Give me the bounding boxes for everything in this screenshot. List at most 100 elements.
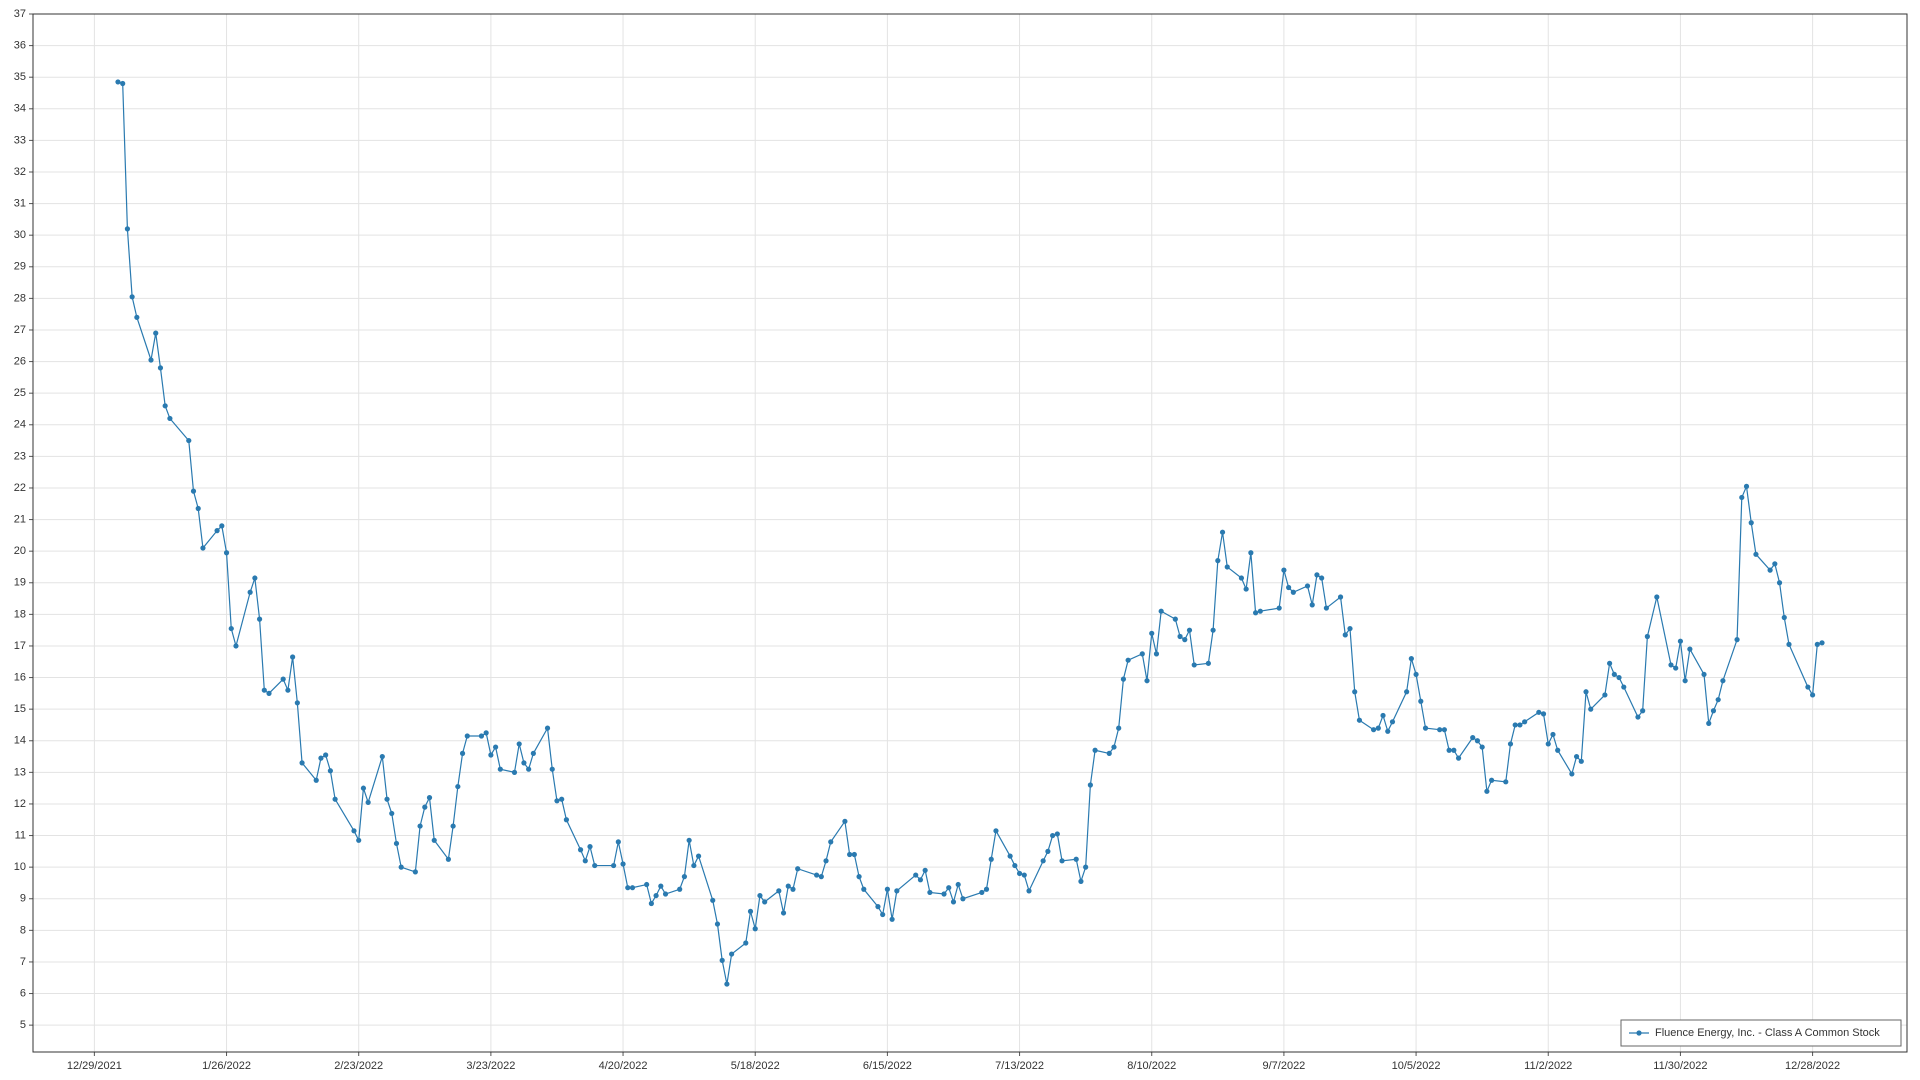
data-point <box>1078 878 1084 884</box>
data-point <box>455 783 461 790</box>
data-point <box>256 616 263 622</box>
data-point <box>1819 640 1825 646</box>
data-point <box>1545 741 1551 747</box>
data-point <box>1710 708 1717 714</box>
data-point <box>686 837 692 843</box>
y-tick-label: 17 <box>14 640 26 652</box>
data-point <box>795 866 801 872</box>
data-point <box>662 891 669 897</box>
data-point <box>1522 719 1528 725</box>
y-tick-label: 33 <box>14 134 26 146</box>
data-point <box>752 926 758 932</box>
data-point <box>1092 747 1098 753</box>
data-point <box>1286 584 1292 591</box>
data-point <box>1451 747 1457 753</box>
data-point <box>1507 741 1514 747</box>
data-point <box>710 897 716 903</box>
y-tick-label: 37 <box>14 8 26 20</box>
data-point <box>327 768 333 774</box>
y-tick-label: 13 <box>14 766 26 778</box>
x-tick-label: 10/5/2022 <box>1392 1060 1441 1072</box>
y-tick-label: 20 <box>14 545 26 557</box>
data-point <box>360 785 367 791</box>
data-point <box>478 733 485 739</box>
data-point <box>1385 728 1391 734</box>
x-tick-label: 8/10/2022 <box>1127 1060 1176 1072</box>
data-point <box>219 523 225 529</box>
data-point <box>1470 734 1476 741</box>
data-point <box>431 837 437 843</box>
data-point <box>1352 689 1358 695</box>
data-point <box>1540 711 1547 717</box>
y-tick-label: 26 <box>14 355 26 367</box>
x-tick-label: 2/23/2022 <box>334 1060 383 1072</box>
data-point <box>195 505 201 512</box>
data-point <box>1342 632 1348 638</box>
data-point <box>1210 627 1216 633</box>
data-point <box>790 886 796 892</box>
x-tick-label: 12/28/2022 <box>1785 1060 1840 1072</box>
data-point <box>629 885 636 891</box>
data-point <box>1474 738 1481 744</box>
data-point <box>1489 777 1495 783</box>
data-point <box>1125 657 1131 663</box>
data-point <box>153 330 159 336</box>
data-point <box>1503 779 1509 785</box>
y-tick-label: 10 <box>14 861 26 873</box>
data-point <box>1309 602 1315 608</box>
data-point <box>120 80 126 87</box>
data-point <box>559 796 565 802</box>
data-point <box>950 899 957 905</box>
data-point <box>1748 520 1754 526</box>
data-point <box>1182 637 1188 643</box>
data-point <box>266 690 272 696</box>
data-point <box>847 851 853 858</box>
legend-box <box>1620 1019 1902 1047</box>
data-point <box>389 810 395 817</box>
data-point <box>917 877 924 883</box>
data-point <box>1012 862 1018 869</box>
x-tick-label: 6/15/2022 <box>863 1060 912 1072</box>
data-point <box>1484 788 1490 794</box>
data-point <box>393 840 400 847</box>
data-point <box>445 856 451 862</box>
y-tick-label: 27 <box>14 324 26 336</box>
data-point <box>252 575 258 581</box>
data-point <box>1588 706 1594 712</box>
data-point <box>115 79 121 85</box>
data-point <box>323 752 329 758</box>
data-point <box>1715 697 1721 703</box>
data-point <box>1111 744 1117 750</box>
data-point <box>488 752 494 758</box>
data-point <box>521 760 527 766</box>
data-point <box>1319 575 1325 581</box>
data-point <box>1290 589 1296 595</box>
data-point <box>927 889 933 896</box>
data-point <box>563 817 570 823</box>
data-point <box>620 861 626 867</box>
data-point <box>1116 725 1122 731</box>
y-tick-label: 32 <box>14 166 26 178</box>
data-point <box>1186 627 1193 633</box>
data-point <box>776 888 782 894</box>
data-point <box>162 403 168 409</box>
data-point <box>856 874 862 880</box>
plot-frame <box>32 13 1908 1053</box>
data-point <box>615 839 621 845</box>
data-point <box>1172 616 1178 622</box>
data-point <box>1786 641 1792 647</box>
data-point <box>1248 550 1254 556</box>
data-point <box>1050 832 1056 839</box>
data-point <box>1224 564 1230 570</box>
data-point <box>1281 567 1287 573</box>
data-point <box>1120 676 1127 682</box>
data-point <box>1706 720 1712 726</box>
data-point <box>1045 848 1051 854</box>
y-tick-label: 18 <box>14 608 26 620</box>
x-tick-label: 3/23/2022 <box>466 1060 515 1072</box>
data-point <box>922 867 928 873</box>
data-point <box>459 750 466 756</box>
data-point <box>398 864 404 870</box>
x-tick-label: 12/29/2021 <box>67 1060 122 1072</box>
